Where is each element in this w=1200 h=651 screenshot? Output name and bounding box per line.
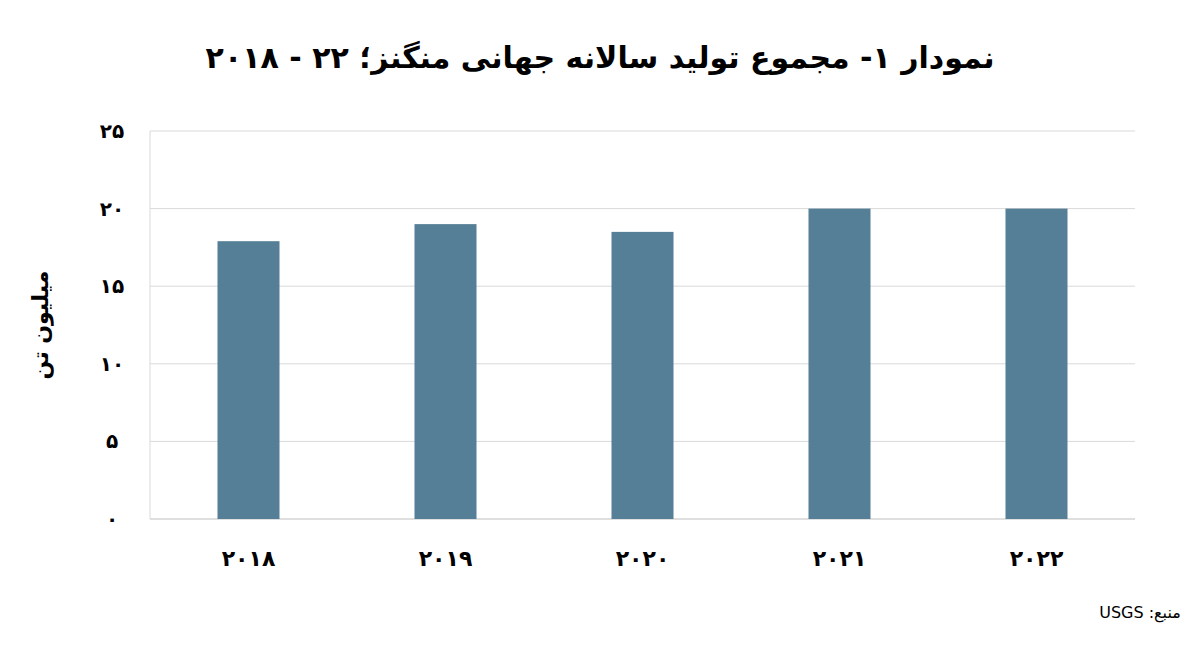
title: نمودار ۱- مجموع تولید سالانه جهانی منگنز…: [206, 40, 995, 75]
x-tick-label: ۲۰۲۱: [813, 546, 867, 571]
y-tick-label: ۱۰: [100, 352, 124, 376]
y-tick-label: ۲۵: [100, 119, 124, 143]
chart: نمودار ۱- مجموع تولید سالانه جهانی منگنز…: [0, 0, 1200, 651]
grid-line: [150, 131, 1135, 132]
source: منبع: USGS: [1099, 603, 1181, 623]
y-tick-label: ۵: [106, 429, 118, 453]
bar: [415, 224, 477, 519]
y-axis-label: میلیون تن: [28, 271, 54, 380]
bars: [218, 209, 1068, 519]
bar: [218, 241, 280, 519]
x-tick-label: ۲۰۲۰: [616, 546, 670, 571]
y-tick-label: ۲۰: [100, 197, 124, 221]
grid-line: [150, 208, 1135, 209]
bar: [612, 232, 674, 519]
x-tick-label: ۲۰۱۹: [419, 546, 473, 571]
y-axis-line: [150, 131, 151, 519]
y-tick-label: ۰: [106, 507, 118, 531]
x-tick-label: ۲۰۲۲: [1010, 546, 1064, 571]
x-tick-label: ۲۰۱۸: [222, 546, 276, 571]
bar: [809, 209, 871, 519]
grid: [150, 131, 1135, 519]
y-tick-label: ۱۵: [100, 274, 124, 298]
bar: [1006, 209, 1068, 519]
background: [0, 0, 1200, 651]
